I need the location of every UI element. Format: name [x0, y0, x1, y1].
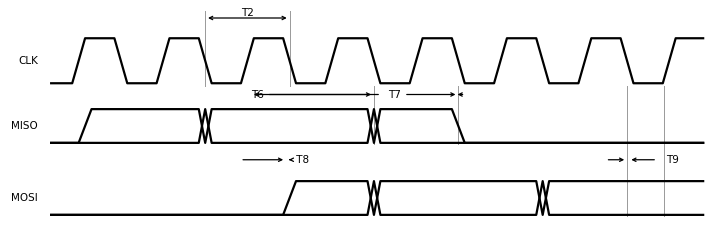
Text: MOSI: MOSI [11, 193, 38, 203]
Text: T7: T7 [388, 90, 401, 99]
Text: T2: T2 [241, 8, 254, 18]
Text: CLK: CLK [18, 56, 38, 66]
Text: T8: T8 [293, 155, 310, 165]
Text: MISO: MISO [11, 121, 38, 131]
Text: T9: T9 [666, 155, 679, 165]
Text: T6: T6 [251, 90, 264, 99]
